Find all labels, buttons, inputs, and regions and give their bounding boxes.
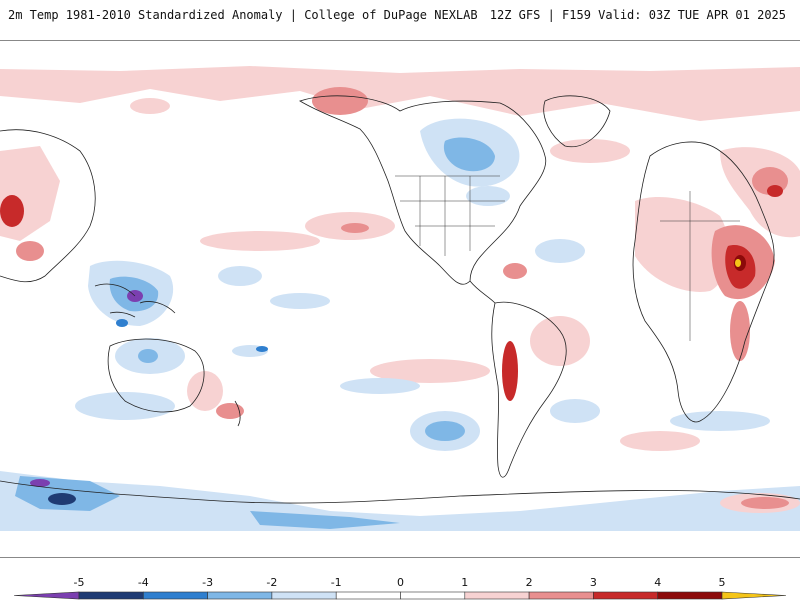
legend-tick-label: 4 bbox=[654, 576, 661, 589]
legend-bin bbox=[528, 591, 594, 600]
legend-tick-label: -3 bbox=[202, 576, 213, 589]
legend-bin bbox=[335, 591, 401, 600]
legend-bin bbox=[207, 591, 273, 600]
legend-bin bbox=[464, 591, 530, 600]
anomaly-shading bbox=[0, 66, 800, 531]
legend-bin bbox=[143, 591, 208, 600]
legend-tick-label: -2 bbox=[266, 576, 277, 589]
legend-bin bbox=[271, 591, 337, 600]
legend-bin bbox=[657, 591, 723, 600]
legend-canvas: -5 -4 -3 -2 -1 0 1 2 3 4 5 bbox=[13, 576, 787, 600]
color-legend: -5 -4 -3 -2 -1 0 1 2 3 4 5 bbox=[0, 560, 800, 600]
map-canvas bbox=[0, 41, 800, 557]
legend-bin bbox=[13, 591, 80, 600]
political-borders bbox=[395, 175, 740, 341]
legend-bin bbox=[593, 591, 659, 600]
legend-tick-label: 0 bbox=[397, 576, 404, 589]
legend-tick-label: 5 bbox=[719, 576, 726, 589]
legend-bins bbox=[13, 591, 787, 600]
legend-bin bbox=[78, 591, 144, 600]
header: 2m Temp 1981-2010 Standardized Anomaly |… bbox=[0, 0, 800, 40]
legend-bin bbox=[400, 591, 466, 600]
legend-tick-label: 2 bbox=[526, 576, 533, 589]
coastlines bbox=[0, 95, 800, 504]
model-run-info: 12Z GFS | F159 Valid: 03Z TUE APR 01 202… bbox=[489, 8, 786, 22]
map-title: 2m Temp 1981-2010 Standardized Anomaly |… bbox=[8, 8, 478, 22]
legend-tick-label: -5 bbox=[74, 576, 85, 589]
anomaly-map bbox=[0, 40, 800, 558]
legend-tick-label: -4 bbox=[138, 576, 149, 589]
legend-bin bbox=[721, 591, 787, 600]
legend-tick-label: 3 bbox=[590, 576, 597, 589]
legend-ticks: -5 -4 -3 -2 -1 0 1 2 3 4 5 bbox=[74, 576, 726, 589]
legend-tick-label: -1 bbox=[331, 576, 342, 589]
legend-tick-label: 1 bbox=[461, 576, 468, 589]
